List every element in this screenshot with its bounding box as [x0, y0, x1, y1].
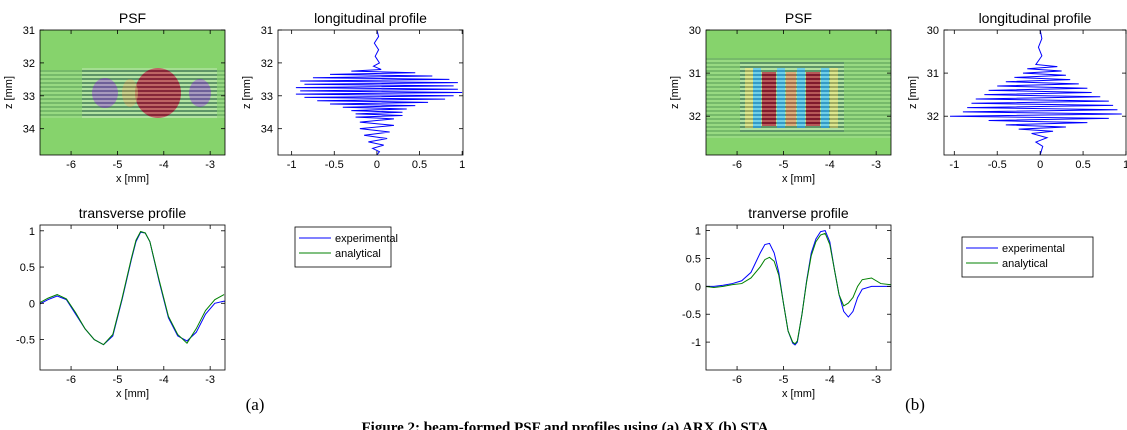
x-tick-label: 0.5: [1075, 159, 1090, 171]
x-tick-label: -5: [779, 159, 789, 171]
x-axis-label: x [mm]: [116, 388, 149, 400]
y-tick-label: 33: [261, 91, 273, 103]
legend-label: experimental: [335, 233, 398, 245]
y-tick-label: 34: [23, 124, 35, 136]
x-tick-label: -5: [113, 374, 123, 386]
y-tick-label: 30: [689, 25, 701, 37]
legend-label: experimental: [1002, 243, 1065, 255]
panel-label: (b): [905, 395, 925, 414]
x-axis-label: x [mm]: [782, 388, 815, 400]
y-tick-label: 0.5: [686, 253, 701, 265]
plot-area: [706, 225, 891, 370]
y-tick-label: 32: [927, 111, 939, 123]
x-tick-label: -1: [287, 159, 297, 171]
legend-label: analytical: [335, 248, 381, 260]
x-tick-label: -1: [949, 159, 959, 171]
y-tick-label: 31: [261, 25, 273, 37]
y-tick-label: 1: [29, 226, 35, 238]
legend-label: analytical: [1002, 258, 1048, 270]
chart-title: longitudinal profile: [314, 10, 427, 26]
x-tick-label: 0: [1037, 159, 1043, 171]
figure-caption: Figure 2: beam-formed PSF and profiles u…: [362, 420, 769, 430]
y-tick-label: -0.5: [682, 309, 701, 321]
x-tick-label: -5: [779, 374, 789, 386]
x-tick-label: -3: [205, 159, 215, 171]
x-tick-label: -5: [113, 159, 123, 171]
x-axis-label: x [mm]: [116, 173, 149, 185]
y-tick-label: 32: [23, 58, 35, 70]
y-tick-label: -0.5: [16, 335, 35, 347]
x-tick-label: -6: [66, 159, 76, 171]
y-tick-label: 0: [29, 298, 35, 310]
x-tick-label: -6: [732, 374, 742, 386]
y-tick-label: 0.5: [20, 262, 35, 274]
page: {"chart_data": [ {"type": "image", "titl…: [0, 0, 1127, 430]
plot-area: [944, 30, 1126, 155]
y-axis-label: z [mm]: [669, 76, 681, 109]
x-tick-label: -6: [732, 159, 742, 171]
x-tick-label: -4: [159, 374, 169, 386]
x-tick-label: -3: [871, 159, 881, 171]
figure: (a) (b) Figure 2: beam-formed PSF and pr…: [0, 0, 1127, 430]
y-axis-label: z [mm]: [3, 76, 15, 109]
y-tick-label: 34: [261, 124, 273, 136]
chart-title: longitudinal profile: [979, 10, 1092, 26]
y-tick-label: 31: [689, 68, 701, 80]
y-tick-label: -1: [691, 337, 701, 349]
y-tick-label: 31: [927, 68, 939, 80]
psf-image-b: [706, 30, 891, 155]
x-tick-label: 1: [459, 159, 465, 171]
x-tick-label: -4: [159, 159, 169, 171]
x-tick-label: 0.5: [412, 159, 427, 171]
x-axis-label: x [mm]: [782, 173, 815, 185]
y-tick-label: 32: [261, 58, 273, 70]
x-tick-label: 1: [1123, 159, 1127, 171]
x-tick-label: -6: [66, 374, 76, 386]
psf-image-a: [40, 30, 225, 155]
y-tick-label: 33: [23, 91, 35, 103]
x-tick-label: -4: [825, 374, 835, 386]
y-axis-label: z [mm]: [907, 76, 919, 109]
x-tick-label: 0: [374, 159, 380, 171]
chart-title: transverse profile: [79, 205, 187, 221]
x-tick-label: -3: [205, 374, 215, 386]
y-tick-label: 31: [23, 25, 35, 37]
x-tick-label: -0.5: [325, 159, 344, 171]
chart-title: PSF: [119, 10, 146, 26]
y-tick-label: 1: [695, 226, 701, 238]
plot-area: [40, 225, 225, 370]
y-tick-label: 32: [689, 111, 701, 123]
y-tick-label: 0: [695, 281, 701, 293]
y-tick-label: 30: [927, 25, 939, 37]
x-tick-label: -3: [871, 374, 881, 386]
chart-title: PSF: [785, 10, 812, 26]
panel-label: (a): [246, 395, 265, 414]
chart-title: tranverse profile: [748, 205, 849, 221]
x-tick-label: -0.5: [988, 159, 1007, 171]
x-tick-label: -4: [825, 159, 835, 171]
y-axis-label: z [mm]: [241, 76, 253, 109]
